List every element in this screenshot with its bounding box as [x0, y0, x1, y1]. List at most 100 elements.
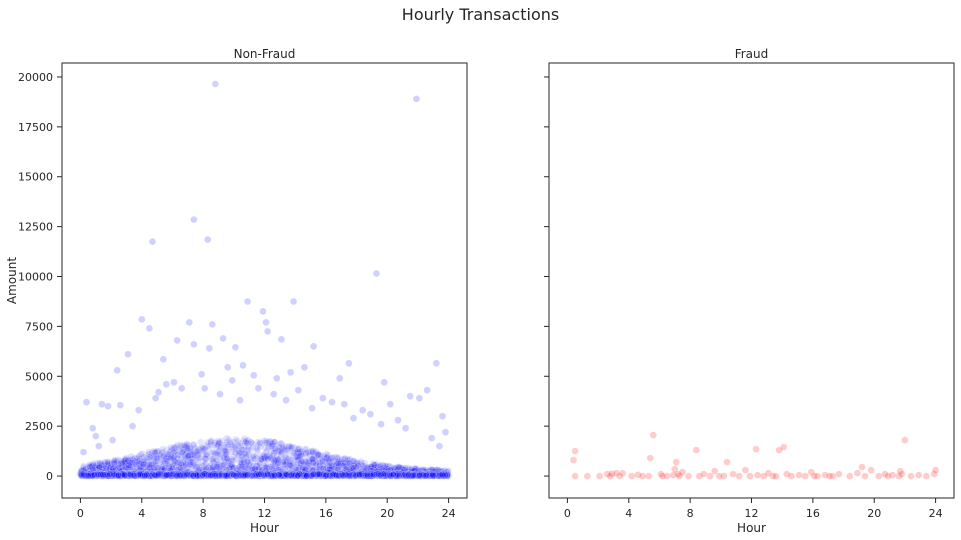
data-point — [420, 467, 428, 475]
data-point — [97, 472, 105, 480]
data-point — [300, 363, 309, 371]
scatter-points — [76, 80, 453, 480]
data-point — [131, 458, 140, 467]
data-point — [273, 471, 281, 479]
data-point — [435, 442, 444, 450]
data-point — [370, 471, 379, 479]
data-point — [101, 458, 109, 467]
data-point — [304, 465, 313, 473]
data-point — [79, 448, 88, 456]
data-point — [229, 443, 237, 451]
data-point — [672, 458, 680, 466]
data-point — [271, 444, 279, 453]
data-point — [369, 464, 378, 472]
data-point — [248, 457, 257, 466]
data-point — [441, 472, 449, 480]
data-point — [208, 464, 216, 472]
data-point — [212, 443, 221, 452]
data-point — [239, 472, 248, 480]
data-point — [135, 459, 144, 468]
data-point — [256, 443, 265, 451]
data-point — [285, 466, 294, 474]
data-point — [323, 454, 331, 462]
data-point — [205, 471, 213, 479]
data-point — [169, 453, 177, 461]
data-point — [369, 469, 378, 478]
data-point — [184, 453, 193, 462]
data-point — [371, 470, 379, 479]
data-point — [282, 396, 290, 404]
data-point — [178, 469, 187, 477]
data-point — [350, 472, 358, 480]
data-point — [355, 460, 363, 468]
data-point — [302, 467, 310, 475]
data-point — [287, 470, 295, 478]
data-point — [196, 472, 205, 480]
data-point — [212, 468, 220, 476]
data-point — [297, 460, 305, 468]
data-point — [393, 468, 402, 477]
data-point — [231, 464, 239, 472]
data-point — [256, 463, 265, 472]
data-point — [238, 466, 246, 474]
data-point — [220, 454, 229, 462]
data-point — [433, 468, 442, 477]
data-point — [218, 462, 227, 470]
data-point — [319, 472, 328, 480]
data-point — [171, 457, 179, 465]
data-point — [188, 458, 197, 466]
data-point — [192, 448, 200, 457]
data-point — [308, 465, 316, 474]
data-point — [175, 447, 183, 455]
data-point — [419, 465, 427, 474]
data-point — [383, 470, 392, 478]
data-point — [220, 470, 228, 479]
data-point — [386, 400, 394, 408]
data-point — [135, 469, 143, 477]
data-point — [410, 467, 419, 475]
data-point — [167, 468, 175, 476]
data-point — [174, 469, 182, 478]
axes-frame — [61, 62, 468, 499]
data-point — [418, 471, 426, 479]
data-point — [231, 448, 239, 457]
data-point — [278, 466, 287, 474]
data-point — [182, 469, 190, 477]
data-point — [162, 380, 170, 388]
data-point — [179, 469, 188, 477]
data-point — [287, 461, 295, 469]
data-point — [407, 467, 415, 476]
data-point — [294, 461, 302, 470]
data-point — [434, 470, 443, 479]
data-point — [220, 443, 228, 451]
data-point — [266, 472, 274, 480]
data-point — [403, 467, 411, 475]
data-point — [275, 441, 283, 449]
data-point — [254, 441, 263, 449]
data-point — [409, 467, 417, 475]
data-point — [332, 468, 340, 477]
data-point — [432, 466, 440, 475]
y-tick-label: 17500 — [18, 121, 53, 134]
data-point — [154, 464, 162, 472]
data-point — [136, 471, 144, 480]
data-point — [401, 472, 410, 480]
data-point — [140, 456, 148, 464]
data-point — [283, 446, 292, 454]
data-point — [772, 472, 780, 480]
data-point — [415, 394, 424, 402]
data-point — [87, 468, 96, 477]
data-point — [322, 472, 330, 480]
data-point — [228, 466, 236, 475]
data-point — [210, 462, 218, 470]
data-point — [753, 471, 762, 479]
data-point — [145, 472, 153, 480]
data-point — [225, 445, 233, 454]
data-point — [265, 438, 273, 447]
data-point — [141, 471, 149, 480]
data-point — [401, 472, 409, 480]
data-point — [571, 447, 579, 455]
data-point — [342, 469, 350, 477]
data-point — [104, 468, 113, 476]
